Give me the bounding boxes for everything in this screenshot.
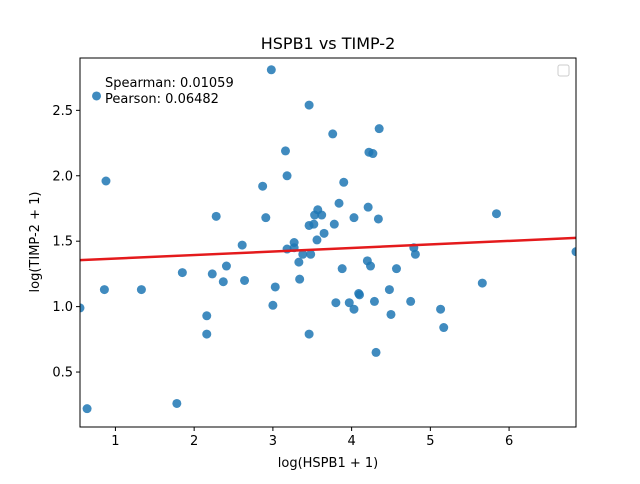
data-point	[80, 303, 85, 313]
data-point	[312, 235, 322, 245]
data-point	[406, 296, 416, 306]
x-tick-label: 6	[505, 434, 513, 449]
data-point	[386, 309, 396, 319]
data-point	[349, 304, 359, 314]
data-point	[207, 269, 217, 279]
data-point	[298, 249, 308, 259]
data-point	[309, 219, 319, 229]
x-tick-label: 3	[269, 434, 277, 449]
data-point	[369, 296, 379, 306]
chart-title: HSPB1 vs TIMP-2	[261, 34, 396, 53]
regression-line	[80, 236, 576, 262]
plot-area	[80, 65, 576, 414]
data-point	[368, 149, 378, 159]
data-point	[237, 240, 247, 250]
data-point	[477, 278, 487, 288]
data-point	[334, 198, 344, 208]
data-point	[373, 214, 383, 224]
y-tick-label: 1.5	[52, 235, 73, 250]
data-point	[384, 285, 394, 295]
data-point	[331, 298, 341, 308]
data-point	[202, 311, 212, 321]
data-point	[82, 404, 92, 414]
data-point	[304, 100, 314, 110]
data-point	[294, 257, 304, 267]
data-point	[282, 171, 292, 181]
data-point	[328, 129, 338, 139]
data-point	[366, 261, 376, 271]
data-point	[240, 275, 250, 285]
data-point	[344, 298, 354, 308]
data-point	[270, 282, 280, 292]
data-point	[304, 329, 314, 339]
data-point	[295, 274, 305, 284]
data-point	[374, 124, 384, 134]
pearson-annotation: Pearson: 0.06482	[105, 92, 219, 107]
data-point	[439, 323, 449, 333]
spearman-annotation: Spearman: 0.01059	[105, 76, 234, 91]
data-point	[317, 210, 327, 220]
data-point	[261, 213, 271, 223]
data-point	[491, 209, 501, 219]
data-point	[221, 261, 231, 271]
data-point	[172, 398, 182, 408]
x-tick-label: 4	[347, 434, 355, 449]
data-point	[268, 300, 278, 310]
data-point	[363, 202, 373, 212]
data-point	[329, 219, 339, 229]
y-tick-label: 2.0	[52, 169, 73, 184]
data-point	[349, 213, 359, 223]
data-point	[99, 285, 109, 295]
plot-frame	[79, 57, 577, 428]
data-point	[306, 249, 316, 259]
data-point	[211, 211, 221, 221]
data-point	[391, 264, 401, 274]
x-axis-label: log(HSPB1 + 1)	[278, 456, 378, 471]
y-axis-label: log(TIMP-2 + 1)	[28, 192, 43, 293]
data-point	[371, 347, 381, 357]
x-tick-label: 2	[190, 434, 198, 449]
data-point	[258, 181, 268, 191]
data-point	[266, 65, 276, 75]
data-point	[436, 304, 446, 314]
data-point	[177, 268, 187, 278]
data-point	[354, 290, 364, 300]
data-point	[101, 176, 111, 186]
data-point	[92, 91, 102, 101]
data-point	[136, 285, 146, 295]
legend-box	[557, 64, 570, 77]
y-tick-label: 0.5	[52, 366, 73, 381]
data-point	[280, 146, 290, 156]
data-point	[319, 228, 329, 238]
data-point	[202, 329, 212, 339]
x-tick-label: 1	[111, 434, 119, 449]
y-tick-label: 1.0	[52, 300, 73, 315]
x-tick-label: 5	[426, 434, 434, 449]
data-point	[337, 264, 347, 274]
data-point	[218, 277, 228, 287]
data-point	[339, 177, 349, 187]
data-point	[571, 247, 576, 257]
data-point	[410, 249, 420, 259]
y-tick-label: 2.5	[52, 104, 73, 119]
